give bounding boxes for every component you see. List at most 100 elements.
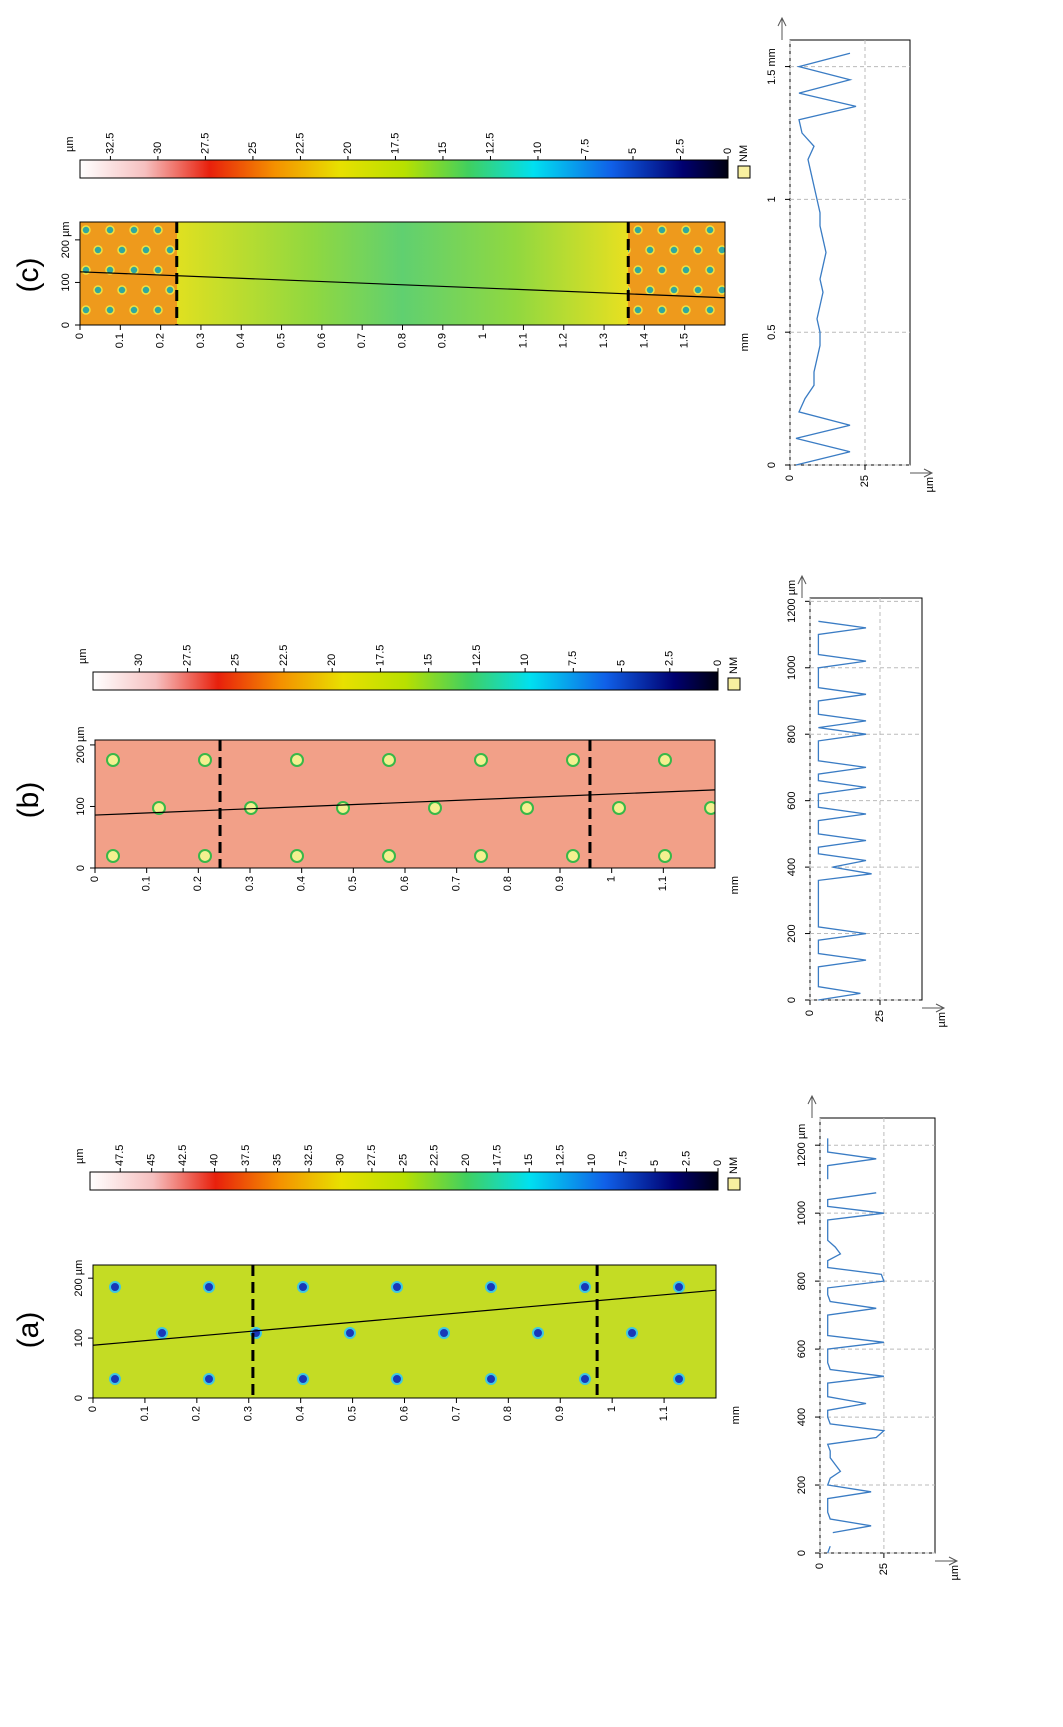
x-tick-label: 0 xyxy=(87,1406,99,1412)
colorbar-tick-label: 10 xyxy=(532,142,544,154)
axis-arrow xyxy=(777,16,787,40)
colorbar-tick-label: 10 xyxy=(519,654,531,666)
y-tick-label: 25 xyxy=(878,1563,890,1575)
x-tick-label: 0 xyxy=(786,997,798,1003)
colorbar-tick-label: 22.5 xyxy=(429,1145,441,1166)
x-tick-label: 600 xyxy=(796,1340,808,1358)
colorbar-tick-label: 42.5 xyxy=(177,1145,189,1166)
y-tick-label: 0 xyxy=(73,1395,85,1401)
x-tick-label: 0 xyxy=(74,333,86,339)
x-tick-label: 0.9 xyxy=(554,876,566,891)
map-surfaces xyxy=(80,222,725,1398)
colorbar-unit: µm xyxy=(77,648,89,664)
x-tick-label: 0.8 xyxy=(502,1406,514,1421)
y-tick-label: 0 xyxy=(75,865,87,871)
x-tick-label: 0.8 xyxy=(502,876,514,891)
colorbar-tick-label: 20 xyxy=(342,142,354,154)
x-axis-label: mm xyxy=(730,1406,742,1424)
x-tick-label: 0.1 xyxy=(114,333,126,348)
profile-curve xyxy=(795,52,857,466)
colorbar-tick-label: 12.5 xyxy=(484,133,496,154)
y-tick-label: 25 xyxy=(859,475,871,487)
marker-label: NM xyxy=(728,657,740,674)
panel-label: (a) xyxy=(12,1312,45,1349)
x-tick-label: 0.4 xyxy=(235,333,247,348)
x-tick-label: 1000 xyxy=(786,656,798,680)
x-tick-label: 0.2 xyxy=(191,1406,203,1421)
x-tick-label: 0.6 xyxy=(399,876,411,891)
colorbar-tick-label: 32.5 xyxy=(303,1145,315,1166)
colorbar-tick-label: 32.5 xyxy=(104,133,116,154)
colorbar-tick-label: 0 xyxy=(712,660,724,666)
x-tick-label: 1000 xyxy=(796,1201,808,1225)
x-tick-label: 0.6 xyxy=(316,333,328,348)
colorbar-tick-label: 5 xyxy=(627,148,639,154)
x-tick-label: 0.5 xyxy=(275,333,287,348)
colorbar-tick-label: 2.5 xyxy=(664,651,676,666)
colorbar xyxy=(89,1171,719,1191)
colorbar-tick-label: 37.5 xyxy=(240,1145,252,1166)
colorbar-tick-label: 5 xyxy=(649,1160,661,1166)
panel-label: (c) xyxy=(12,258,45,293)
axis-arrow xyxy=(807,1094,817,1118)
colorbar-tick-label: 17.5 xyxy=(389,133,401,154)
x-tick-label: 1.2 xyxy=(558,333,570,348)
plot-frame xyxy=(809,597,923,1001)
x-tick-label: 0.3 xyxy=(195,333,207,348)
y-tick-label: 25 xyxy=(874,1010,886,1022)
x-tick-label: 0.3 xyxy=(243,1406,255,1421)
y-tick-label: 200 µm xyxy=(60,221,72,258)
x-tick-label: 0.2 xyxy=(155,333,167,348)
x-tick-label: 1.3 xyxy=(598,333,610,348)
x-tick-label: 1.4 xyxy=(638,333,650,348)
colorbar-tick-label: 22.5 xyxy=(278,645,290,666)
x-tick-label: 0.9 xyxy=(554,1406,566,1421)
colorbar-tick-label: 2.5 xyxy=(674,139,686,154)
x-tick-label: 0.2 xyxy=(192,876,204,891)
y-tick-label: 0 xyxy=(784,475,796,481)
y-tick-label: 100 xyxy=(75,797,87,815)
axis-arrow xyxy=(922,1003,946,1013)
panel-label: (b) xyxy=(12,782,45,819)
marker-swatch xyxy=(727,677,741,691)
x-tick-label: 1 xyxy=(766,196,778,202)
x-tick-label: 200 xyxy=(786,924,798,942)
marker-label: NM xyxy=(738,145,750,162)
profile-line xyxy=(94,789,716,816)
y-axis-label: µm xyxy=(924,477,936,493)
colorbar-tick-label: 40 xyxy=(208,1154,220,1166)
x-tick-label: 1.1 xyxy=(517,333,529,348)
colorbar-tick-label: 15 xyxy=(423,654,435,666)
x-tick-label: 0.4 xyxy=(296,876,308,891)
colorbar-tick-label: 22.5 xyxy=(294,133,306,154)
colorbar-tick-label: 15 xyxy=(523,1154,535,1166)
colorbar-tick-label: 17.5 xyxy=(492,1145,504,1166)
x-tick-label: 1.5 mm xyxy=(766,48,778,85)
x-tick-label: 0.3 xyxy=(244,876,256,891)
colorbar-tick-label: 25 xyxy=(397,1154,409,1166)
colorbar-tick-label: 2.5 xyxy=(680,1151,692,1166)
plot-frame xyxy=(819,1117,936,1554)
colorbar-tick-label: 12.5 xyxy=(471,645,483,666)
x-tick-label: 1.5 xyxy=(679,333,691,348)
y-tick-label: 0 xyxy=(804,1010,816,1016)
x-tick-label: 0.1 xyxy=(141,876,153,891)
colorbar-tick-label: 15 xyxy=(437,142,449,154)
map-a-pits xyxy=(93,1265,716,1398)
colorbar-tick-label: 27.5 xyxy=(199,133,211,154)
axis-arrow xyxy=(797,574,807,598)
x-tick-label: 0 xyxy=(89,876,101,882)
map-c-center xyxy=(177,222,628,325)
x-axis-label: mm xyxy=(729,876,741,894)
colorbar-unit: µm xyxy=(74,1148,86,1164)
x-tick-label: 0.7 xyxy=(451,876,463,891)
colorbar-tick-label: 12.5 xyxy=(555,1145,567,1166)
y-tick-label: 200 µm xyxy=(73,1260,85,1297)
colorbar xyxy=(79,159,729,179)
y-tick-label: 0 xyxy=(814,1563,826,1569)
x-tick-label: 1 xyxy=(606,1406,618,1412)
colorbar-tick-label: 5 xyxy=(615,660,627,666)
x-tick-label: 0.5 xyxy=(766,325,778,340)
marker-swatch xyxy=(737,165,751,179)
y-tick-label: 200 µm xyxy=(75,726,87,763)
